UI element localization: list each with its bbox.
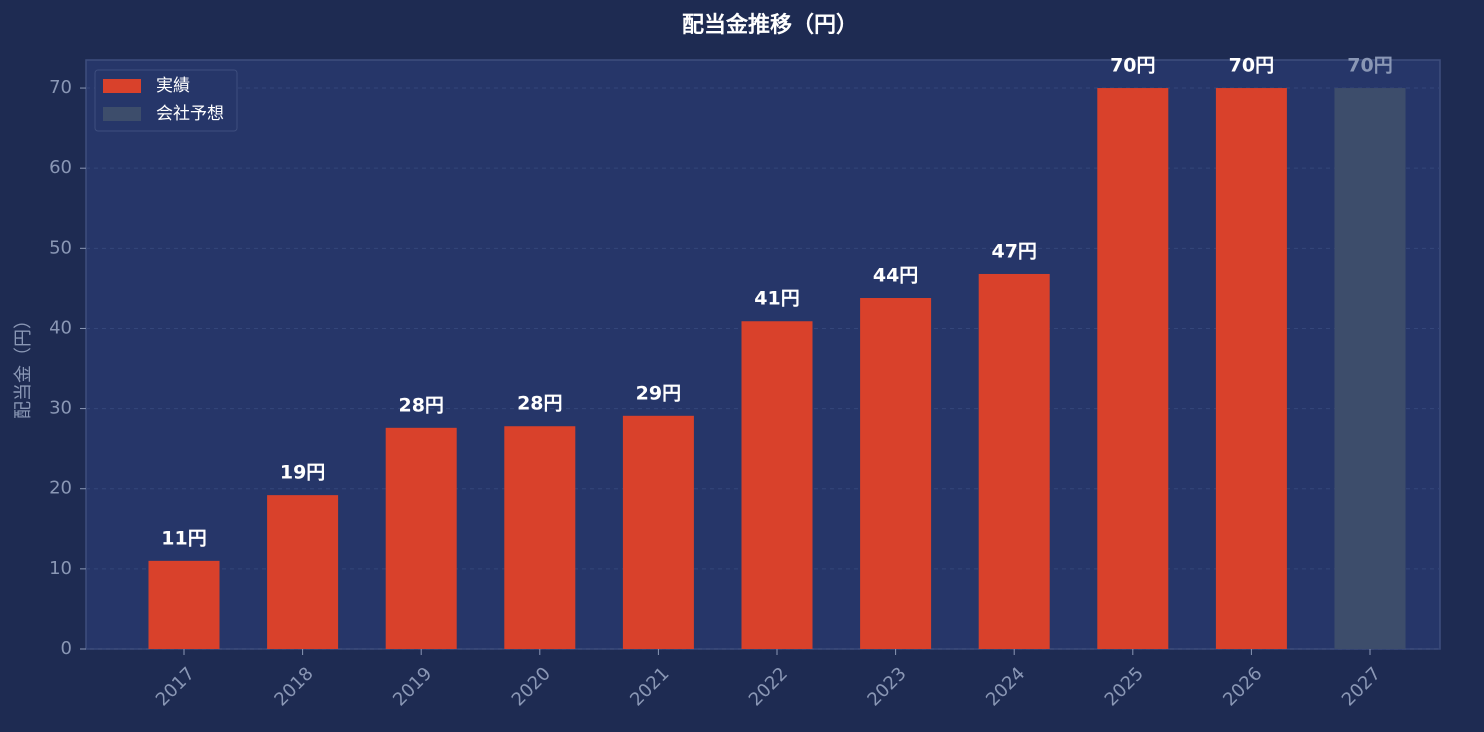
y-axis-label: 配当金（円） xyxy=(13,311,34,419)
y-tick-label: 50 xyxy=(49,237,72,258)
data-label: 70円 xyxy=(1347,55,1392,77)
bar xyxy=(741,321,813,649)
legend-swatch xyxy=(103,79,141,93)
y-tick-label: 0 xyxy=(61,638,72,659)
bar xyxy=(860,298,932,649)
bar xyxy=(978,273,1050,649)
y-tick-label: 10 xyxy=(49,558,72,579)
legend-label: 会社予想 xyxy=(156,104,224,124)
data-label: 28円 xyxy=(517,393,562,415)
bar xyxy=(1215,88,1287,650)
bar xyxy=(504,426,576,649)
data-label: 11円 xyxy=(161,527,206,549)
y-tick-label: 40 xyxy=(49,317,72,338)
y-tick-label: 20 xyxy=(49,478,72,499)
legend-label: 実績 xyxy=(156,76,190,96)
data-label: 44円 xyxy=(873,265,918,287)
bar xyxy=(1097,88,1169,650)
data-label: 28円 xyxy=(398,394,443,416)
data-label: 70円 xyxy=(1229,55,1274,77)
bar xyxy=(622,415,694,649)
bar xyxy=(148,560,220,649)
data-label: 29円 xyxy=(636,382,681,404)
bar xyxy=(1334,88,1406,650)
legend-swatch xyxy=(103,107,141,121)
data-label: 47円 xyxy=(991,240,1036,262)
data-label: 19円 xyxy=(280,462,325,484)
bar xyxy=(385,427,457,649)
y-tick-label: 60 xyxy=(49,157,72,178)
bar xyxy=(267,495,339,649)
y-tick-label: 70 xyxy=(49,77,72,98)
data-label: 70円 xyxy=(1110,55,1155,77)
chart-title: 配当金推移（円） xyxy=(682,12,858,38)
y-tick-label: 30 xyxy=(49,398,72,419)
data-label: 41円 xyxy=(754,288,799,310)
